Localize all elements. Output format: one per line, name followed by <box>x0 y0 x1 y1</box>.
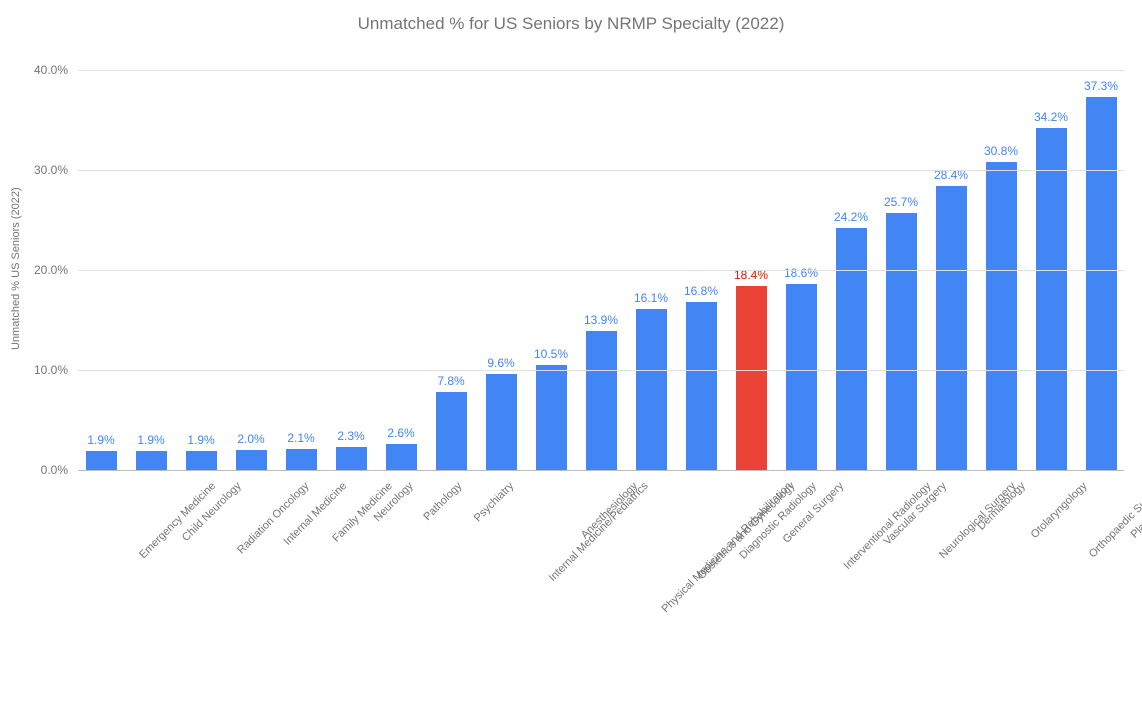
x-tick-label: Internal Medicine/Pediatrics <box>547 480 651 584</box>
gridline <box>78 270 1124 271</box>
bar-value-label: 16.1% <box>634 291 668 309</box>
bar: 18.6% <box>786 284 817 470</box>
bar-value-label: 7.8% <box>437 374 464 392</box>
bar: 28.4% <box>936 186 967 470</box>
bar-value-label: 25.7% <box>884 195 918 213</box>
x-tick-label: Obstetrics and Gynecology <box>696 480 798 582</box>
bar: 25.7% <box>886 213 917 470</box>
gridline <box>78 70 1124 71</box>
bar: 2.0% <box>236 450 267 470</box>
bar-value-label: 2.6% <box>387 426 414 444</box>
x-tick-label: Interventional Radiology <box>842 480 934 572</box>
bar: 37.3% <box>1086 97 1117 470</box>
bar-value-label: 30.8% <box>984 144 1018 162</box>
bar: 2.6% <box>386 444 417 470</box>
y-tick-label: 10.0% <box>34 363 68 377</box>
y-tick-label: 40.0% <box>34 63 68 77</box>
bar: 7.8% <box>436 392 467 470</box>
bar: 1.9% <box>186 451 217 470</box>
x-tick-label: Pathology <box>421 480 464 523</box>
bar-value-label: 13.9% <box>584 313 618 331</box>
x-tick-label: Radiation Oncology <box>235 480 311 556</box>
bar: 16.1% <box>636 309 667 470</box>
bar: 34.2% <box>1036 128 1067 470</box>
bar-value-label: 2.0% <box>237 432 264 450</box>
bar-value-label: 24.2% <box>834 210 868 228</box>
bar-value-label: 34.2% <box>1034 110 1068 128</box>
bar: 2.1% <box>286 449 317 470</box>
bar-value-label: 2.1% <box>287 431 314 449</box>
bar: 9.6% <box>486 374 517 470</box>
bar-value-label: 18.6% <box>784 266 818 284</box>
y-tick-label: 0.0% <box>41 463 68 477</box>
gridline <box>78 370 1124 371</box>
chart-container: Unmatched % for US Seniors by NRMP Speci… <box>0 0 1142 706</box>
x-tick-label: Otolaryngology <box>1029 480 1090 541</box>
bar: 18.4% <box>736 286 767 470</box>
bar: 10.5% <box>536 365 567 470</box>
y-tick-label: 30.0% <box>34 163 68 177</box>
bar: 2.3% <box>336 447 367 470</box>
bar: 16.8% <box>686 302 717 470</box>
y-tick-label: 20.0% <box>34 263 68 277</box>
bar-value-label: 16.8% <box>684 284 718 302</box>
bar: 30.8% <box>986 162 1017 470</box>
chart-title: Unmatched % for US Seniors by NRMP Speci… <box>0 14 1142 34</box>
x-tick-label: Psychiatry <box>472 480 516 524</box>
plot-area: 1.9%1.9%1.9%2.0%2.1%2.3%2.6%7.8%9.6%10.5… <box>76 70 1126 470</box>
bar-value-label: 1.9% <box>87 433 114 451</box>
bar: 1.9% <box>86 451 117 470</box>
bar-value-label: 1.9% <box>137 433 164 451</box>
bar-value-label: 10.5% <box>534 347 568 365</box>
bar-value-label: 1.9% <box>187 433 214 451</box>
bar: 13.9% <box>586 331 617 470</box>
bar-value-label: 37.3% <box>1084 79 1118 97</box>
bar-value-label: 9.6% <box>487 356 514 374</box>
x-tick-label: Orthopaedic Surgery <box>1087 480 1142 560</box>
gridline <box>78 170 1124 171</box>
x-tick-label: Anesthesiology <box>579 480 640 541</box>
bar: 24.2% <box>836 228 867 470</box>
bar-value-label: 2.3% <box>337 429 364 447</box>
bar: 1.9% <box>136 451 167 470</box>
gridline <box>78 470 1124 471</box>
y-axis-title: Unmatched % US Seniors (2022) <box>10 187 22 350</box>
